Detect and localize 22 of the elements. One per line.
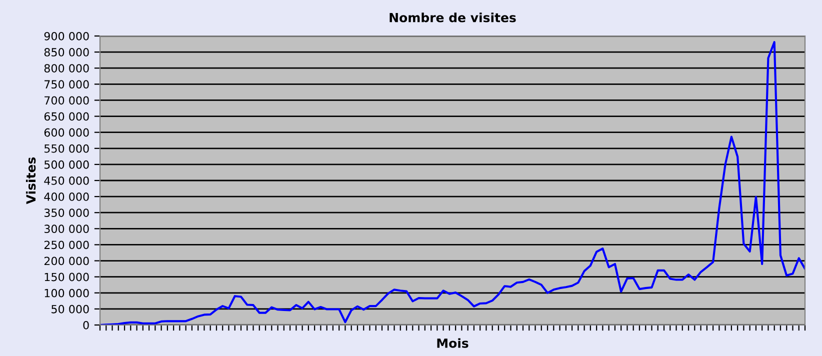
y-tick-label: 900 000	[44, 32, 89, 40]
x-axis-title: Mois	[437, 338, 468, 348]
y-tick-label: 550 000	[44, 144, 89, 153]
y-tick-label: 400 000	[44, 192, 89, 201]
y-tick-label: 350 000	[44, 208, 89, 217]
y-tick-label: 450 000	[44, 176, 89, 185]
y-tick-label: 300 000	[44, 224, 89, 234]
y-tick-label: 850 000	[44, 48, 89, 56]
y-tick-label: 250 000	[44, 240, 89, 250]
chart-title: Nombre de visites	[390, 12, 516, 22]
y-tick-label: 750 000	[44, 80, 89, 89]
y-tick-label: 150 000	[44, 272, 89, 282]
y-tick-label: 200 000	[44, 256, 89, 266]
y-tick-label: 0	[83, 320, 89, 330]
y-axis-title: Visites	[26, 157, 36, 204]
y-tick-label: 50 000	[52, 304, 89, 314]
y-tick-label: 650 000	[44, 112, 89, 121]
y-tick-label: 700 000	[44, 96, 89, 105]
y-tick-label: 100 000	[44, 288, 89, 298]
y-tick-label: 600 000	[44, 128, 89, 137]
y-tick-label: 800 000	[44, 64, 89, 72]
y-tick-label: 500 000	[44, 160, 89, 169]
